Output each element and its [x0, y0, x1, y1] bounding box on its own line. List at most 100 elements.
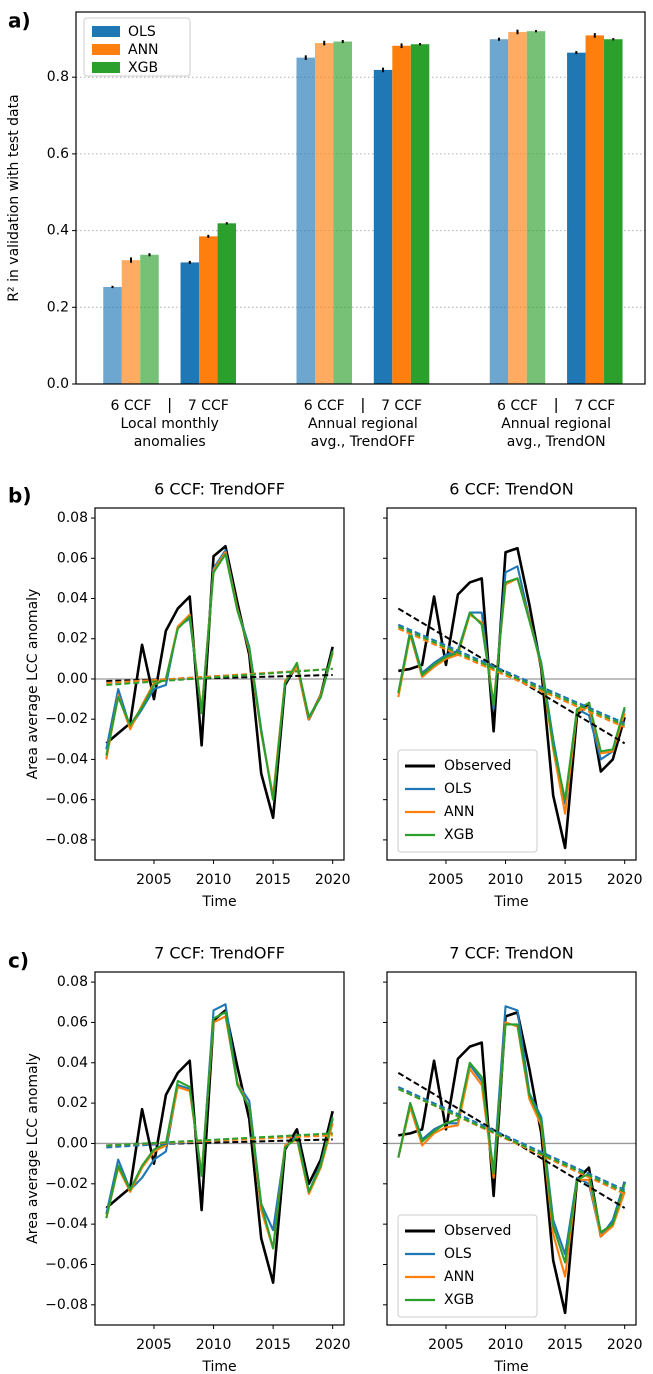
legend-label: Observed	[444, 1223, 511, 1239]
x-tick-label: 2020	[315, 872, 351, 888]
y-tick-label: −0.04	[45, 1216, 88, 1232]
y-tick-label: 0.08	[57, 974, 88, 990]
y-axis-label: R² in validation with test data	[6, 94, 22, 301]
bar	[296, 57, 315, 384]
y-tick-label: −0.04	[45, 751, 88, 767]
y-tick-label: 0.04	[57, 1055, 88, 1071]
bar	[373, 69, 393, 385]
x-tick-label: 7 CCF	[188, 398, 229, 414]
y-tick-label: −0.02	[45, 711, 88, 727]
x-tick-label: 2015	[547, 872, 583, 888]
bar	[567, 52, 586, 384]
x-axis-label: Time	[201, 1359, 236, 1374]
trend-line	[397, 625, 626, 727]
chart-title: 7 CCF: TrendON	[449, 944, 573, 963]
legend-label: OLS	[128, 24, 156, 40]
y-tick-label: −0.08	[45, 1297, 88, 1313]
legend-label: XGB	[444, 827, 474, 843]
chart-title: 6 CCF: TrendON	[449, 480, 573, 499]
x-tick-label: 2005	[428, 872, 464, 888]
bar	[526, 31, 546, 384]
panel-label: a)	[8, 9, 31, 33]
series-line	[105, 1003, 334, 1232]
group-label: avg., TrendOFF	[311, 434, 416, 450]
trend-line	[106, 1132, 333, 1147]
x-tick-label: 2005	[136, 872, 172, 888]
bar	[508, 31, 527, 385]
x-tick-label: 2020	[607, 872, 643, 888]
legend-label: OLS	[444, 781, 472, 797]
bar	[103, 286, 122, 384]
legend-swatch	[92, 62, 120, 73]
y-axis-label: Area average LCC anomaly	[25, 589, 41, 780]
x-tick-label: 6 CCF	[497, 398, 538, 414]
series-line	[105, 1011, 334, 1250]
x-tick-label: 2010	[196, 1337, 232, 1353]
x-tick-label: 2020	[315, 1337, 351, 1353]
panel-label: c)	[8, 949, 29, 973]
legend-label: XGB	[128, 60, 158, 76]
y-axis-label: Area average LCC anomaly	[25, 1053, 41, 1244]
bar	[604, 39, 623, 384]
trend-line	[397, 1088, 626, 1193]
trend-line	[397, 627, 626, 729]
bar	[199, 236, 218, 384]
group-label: Annual regional	[501, 416, 611, 432]
x-axis-label: Time	[493, 1359, 528, 1374]
bar	[585, 35, 605, 385]
x-tick-label: 2005	[428, 1337, 464, 1353]
x-tick-label: 7 CCF	[574, 398, 615, 414]
y-tick-label: 0.6	[47, 146, 69, 162]
axes-frame	[386, 971, 637, 1326]
axes-frame	[94, 507, 345, 861]
series-line	[397, 565, 626, 805]
y-tick-label: 0.00	[57, 1135, 88, 1151]
trend-line	[106, 667, 333, 687]
y-tick-label: 0.8	[47, 69, 69, 85]
legend-label: ANN	[444, 804, 475, 820]
series-line	[105, 544, 334, 820]
legend-box	[397, 1214, 538, 1318]
series-line	[397, 1005, 626, 1256]
y-tick-label: 0.02	[57, 1095, 88, 1111]
y-tick-label: 0.02	[57, 631, 88, 647]
x-tick-label: 7 CCF	[381, 398, 422, 414]
y-tick-label: 0.06	[57, 550, 88, 566]
group-label: avg., TrendON	[507, 434, 606, 450]
x-tick-label: 6 CCF	[111, 398, 152, 414]
legend-label: Observed	[444, 758, 511, 774]
legend-swatch	[92, 26, 120, 37]
bar	[217, 223, 237, 384]
trend-line	[397, 1071, 626, 1209]
trend-line	[397, 607, 626, 745]
y-tick-label: 0.04	[57, 591, 88, 607]
x-tick-label: 2015	[547, 1337, 583, 1353]
chart-title: 6 CCF: TrendOFF	[154, 480, 285, 499]
x-axis-label: Time	[493, 894, 528, 910]
bar	[140, 254, 159, 384]
group-label: Annual regional	[308, 416, 418, 432]
y-tick-label: −0.06	[45, 1256, 88, 1272]
series-line	[397, 577, 626, 801]
x-tick-label: 2010	[488, 1337, 524, 1353]
legend-label: OLS	[444, 1246, 472, 1262]
x-tick-label: 2005	[136, 1337, 172, 1353]
legend-swatch	[92, 44, 120, 55]
bar	[121, 260, 141, 384]
bar	[489, 39, 509, 384]
legend-label: XGB	[444, 1292, 474, 1308]
x-tick-label: 2015	[255, 872, 291, 888]
x-tick-label: 2010	[196, 872, 232, 888]
y-tick-label: −0.02	[45, 1176, 88, 1192]
group-label: Local monthly	[120, 416, 218, 432]
x-tick-label: 2015	[255, 1337, 291, 1353]
y-tick-label: −0.08	[45, 832, 88, 848]
axes-frame	[94, 971, 345, 1326]
series-line	[398, 1011, 626, 1315]
x-tick-label: 2010	[488, 872, 524, 888]
y-tick-label: 0.4	[47, 223, 69, 239]
y-tick-label: 0.2	[47, 299, 69, 315]
y-tick-label: 0.06	[57, 1014, 88, 1030]
legend-box	[397, 749, 538, 853]
